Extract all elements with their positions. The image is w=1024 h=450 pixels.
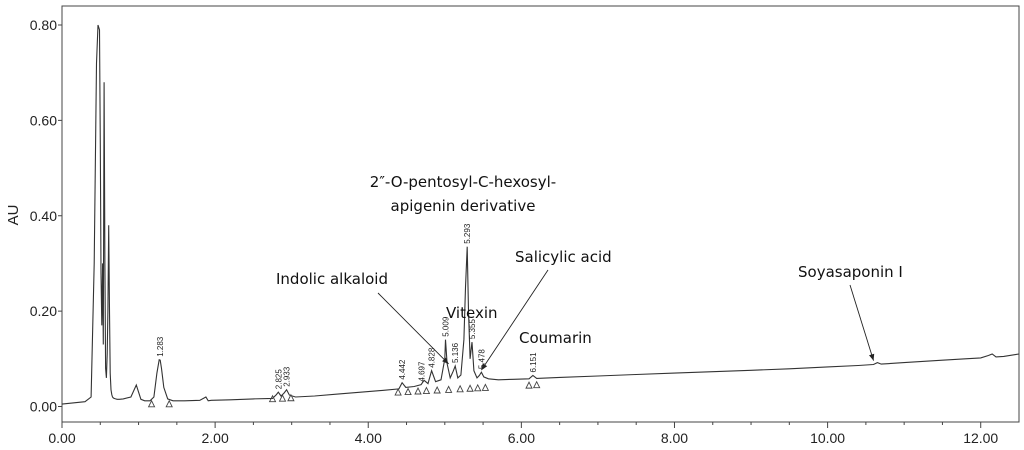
peak-label: 4.828: [428, 347, 437, 368]
x-tick-label: 10.00: [810, 430, 845, 446]
peak-label: 4.697: [418, 361, 427, 382]
y-tick-label: 0.00: [30, 399, 57, 415]
annotation-label: Salicylic acid: [515, 248, 612, 266]
baseline-marker: [525, 381, 533, 389]
baseline-marker: [147, 399, 156, 408]
x-tick-label: 0.00: [48, 430, 75, 446]
y-tick-label: 0.20: [30, 303, 57, 319]
annotation: Coumarin: [519, 329, 592, 347]
annotation-arrowhead: [869, 353, 875, 361]
compound-annotations: Indolic alkaloid Vitexin 2″-O-pentosyl-C-h…: [276, 173, 903, 371]
y-tick-label: 0.40: [30, 208, 57, 224]
baseline-marker: [287, 393, 295, 402]
peak-label: 5.478: [477, 349, 486, 370]
annotation: Vitexin: [446, 304, 498, 322]
x-tick-label: 4.00: [355, 430, 382, 446]
baseline-marker: [422, 386, 431, 395]
annotation-label: Coumarin: [519, 329, 592, 347]
peak-label: 6.151: [529, 352, 538, 373]
chromatogram-trace: [61, 24, 1020, 405]
annotation-arrowhead: [481, 363, 488, 371]
annotation-label: Vitexin: [446, 304, 498, 322]
peak-label: 5.009: [441, 316, 450, 337]
baseline-marker: [278, 394, 287, 402]
plot-frame: [61, 5, 1020, 423]
baseline-marker: [532, 380, 541, 389]
baseline-marker: [481, 383, 490, 391]
y-axis-title: AU: [5, 205, 22, 226]
annotation-label: 2″-O-pentosyl-C-hexosyl-: [370, 173, 556, 191]
peak-label: 5.355: [468, 319, 477, 340]
peak-label: 1.283: [156, 336, 165, 357]
x-tick-label: 6.00: [508, 430, 535, 446]
baseline-marker: [456, 384, 464, 393]
annotation-arrowhead: [442, 357, 449, 364]
annotation-label: apigenin derivative: [391, 197, 536, 215]
annotation-arrow: [849, 284, 874, 361]
peak-label: 5.136: [451, 342, 460, 363]
plot-area: [61, 5, 1020, 423]
annotation-arrow: [377, 292, 449, 365]
y-tick-label: 0.60: [30, 112, 57, 128]
annotation: Indolic alkaloid: [276, 270, 449, 365]
peak-label: 4.442: [398, 359, 407, 380]
y-axis: 0.00 0.20 0.40 0.60 0.80: [30, 17, 62, 415]
x-tick-label: 12.00: [963, 430, 998, 446]
baseline-markers: [147, 380, 541, 408]
y-tick-label: 0.80: [30, 17, 57, 33]
baseline-marker: [444, 385, 453, 393]
peak-label: 2.825: [274, 369, 283, 390]
peak-label: 2.933: [283, 366, 292, 387]
baseline-marker: [165, 399, 173, 408]
baseline-marker: [433, 385, 441, 394]
baseline-marker: [466, 384, 474, 392]
x-axis: 0.00 2.00 4.00 6.00 8.00 10.00 12.00: [48, 422, 998, 446]
baseline-marker: [268, 394, 277, 403]
annotation-label: Soyasaponin I: [798, 263, 903, 281]
annotation-arrow: [481, 269, 549, 371]
annotation: Soyasaponin I: [798, 263, 903, 361]
x-tick-label: 8.00: [661, 430, 688, 446]
annotation: 2″-O-pentosyl-C-hexosyl-apigenin derivat…: [370, 173, 556, 215]
baseline-marker: [404, 387, 412, 395]
peak-label: 5.293: [463, 223, 472, 244]
baseline-marker: [473, 383, 482, 392]
annotation: Salicylic acid: [481, 248, 612, 371]
baseline-marker: [414, 387, 422, 395]
x-tick-label: 2.00: [201, 430, 228, 446]
annotation-label: Indolic alkaloid: [276, 270, 388, 288]
baseline-marker: [394, 388, 402, 396]
